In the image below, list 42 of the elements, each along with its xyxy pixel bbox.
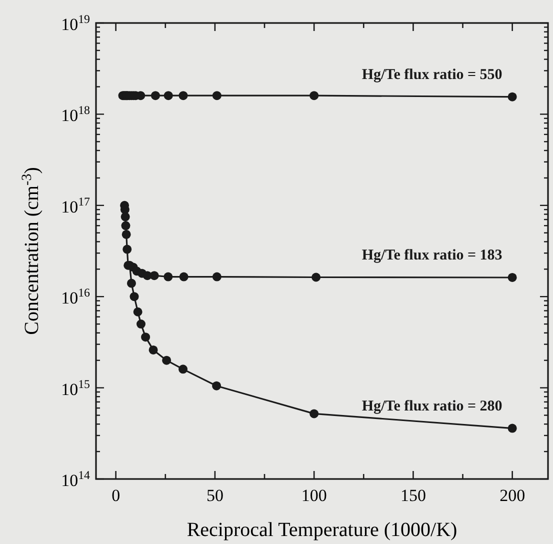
point	[508, 272, 517, 282]
point	[212, 272, 222, 282]
series-label: Hg/Te flux ratio = 183	[362, 247, 502, 264]
y-tick-label: 10$^{18}$	[61, 103, 90, 126]
y-tick-label: 10$^{16}$	[61, 286, 90, 308]
point	[141, 332, 150, 342]
point	[179, 272, 188, 282]
point	[148, 345, 158, 354]
point	[508, 92, 517, 102]
point	[150, 271, 159, 280]
series-label: Hg/Te flux ratio = 280	[362, 398, 502, 414]
point	[164, 91, 173, 100]
point	[178, 364, 188, 374]
point	[312, 272, 321, 282]
point	[162, 356, 172, 365]
x-tick-label: 50	[206, 486, 224, 505]
series-label: Hg/Te flux ratio = 550	[362, 66, 502, 83]
y-tick-label: 10$^{14}$	[61, 468, 90, 490]
y-tick-label: 10$^{15}$	[61, 376, 90, 399]
y-tick-label: 10$^{17}$	[61, 194, 90, 216]
x-tick-label: 0	[112, 486, 120, 505]
point	[310, 91, 319, 100]
point	[120, 212, 130, 222]
y-tick-label: 10$^{19}$	[61, 12, 90, 34]
point	[310, 409, 319, 418]
point	[136, 320, 146, 329]
point	[121, 221, 130, 230]
point	[122, 230, 131, 239]
x-tick-label: 200	[500, 486, 526, 505]
x-axis-title: Reciprocal Temperature (1000/K)	[186, 519, 458, 541]
point	[130, 292, 139, 302]
point	[212, 381, 222, 390]
point	[164, 272, 173, 282]
point	[178, 91, 188, 100]
point	[212, 91, 222, 100]
point	[122, 244, 132, 254]
x-tick-label: 100	[301, 486, 327, 505]
point	[150, 91, 160, 100]
point	[133, 307, 142, 316]
point	[126, 278, 136, 288]
x-tick-label: 150	[400, 486, 426, 505]
point	[508, 424, 517, 433]
